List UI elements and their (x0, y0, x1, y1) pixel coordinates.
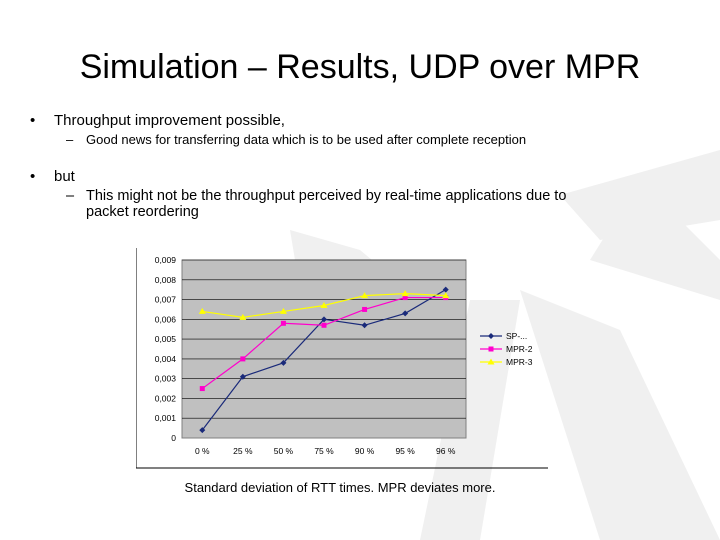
y-tick-label: 0 (171, 433, 176, 443)
legend-label: SP-... (506, 331, 527, 341)
data-point (198, 307, 206, 314)
x-tick-label: 0 % (195, 446, 210, 456)
data-point (488, 346, 494, 352)
x-tick-label: 75 % (314, 446, 334, 456)
data-point (362, 306, 368, 312)
sub-bullet-good-news: Good news for transferring data which is… (86, 132, 527, 147)
data-point (280, 320, 286, 326)
data-point (320, 301, 328, 308)
data-point (488, 333, 494, 339)
data-point (487, 358, 495, 365)
y-tick-label: 0,009 (155, 255, 177, 265)
legend-label: MPR-2 (506, 344, 533, 354)
data-point (442, 286, 449, 293)
data-point (240, 356, 246, 362)
y-tick-label: 0,003 (155, 374, 177, 384)
bullet-but: but (54, 168, 75, 185)
y-tick-label: 0,002 (155, 393, 177, 403)
x-tick-label: 90 % (355, 446, 375, 456)
bullet-marker: • (30, 112, 36, 129)
data-point (199, 386, 205, 392)
x-tick-label: 96 % (436, 446, 456, 456)
chart-caption: Standard deviation of RTT times. MPR dev… (184, 480, 496, 495)
rtt-std-chart: 0 0,001 0,002 0,003 0,004 0,005 0,006 0,007 0,00… (135, 248, 548, 470)
sub-bullet-marker: – (66, 132, 74, 147)
sub-bullet-marker: – (66, 188, 75, 204)
data-point (321, 322, 327, 328)
data-point (279, 307, 287, 314)
chart-svg: 0 0,001 0,002 0,003 0,004 0,005 0,006 0,007 0,00… (135, 248, 548, 469)
data-point (239, 313, 247, 320)
y-tick-label: 0,006 (155, 314, 177, 324)
data-point (402, 310, 409, 317)
data-point (239, 373, 246, 380)
bullet-marker: • (30, 168, 36, 185)
sub-bullet-reordering-line2: packet reordering (86, 204, 199, 220)
data-point (402, 295, 408, 301)
y-tick-label: 0,004 (155, 354, 177, 364)
legend-label: MPR-3 (506, 357, 533, 367)
data-point (361, 292, 369, 299)
x-tick-label: 95 % (395, 446, 415, 456)
data-point (442, 292, 450, 299)
x-tick-label: 25 % (233, 446, 253, 456)
x-tick-label: 50 % (274, 446, 294, 456)
sub-bullet-reordering-line1: This might not be the throughput perceiv… (86, 188, 567, 204)
y-tick-label: 0,007 (155, 295, 177, 305)
y-tick-label: 0,005 (155, 334, 177, 344)
bullet-throughput: Throughput improvement possible, (54, 112, 285, 129)
plot-area (181, 259, 467, 439)
data-point (199, 427, 206, 434)
data-point (321, 316, 327, 323)
data-point (401, 290, 409, 297)
y-tick-label: 0,008 (155, 275, 177, 285)
slide-title: Simulation – Results, UDP over MPR (79, 48, 641, 86)
data-point (280, 359, 287, 366)
data-point (361, 322, 368, 329)
y-tick-label: 0,001 (155, 413, 177, 423)
